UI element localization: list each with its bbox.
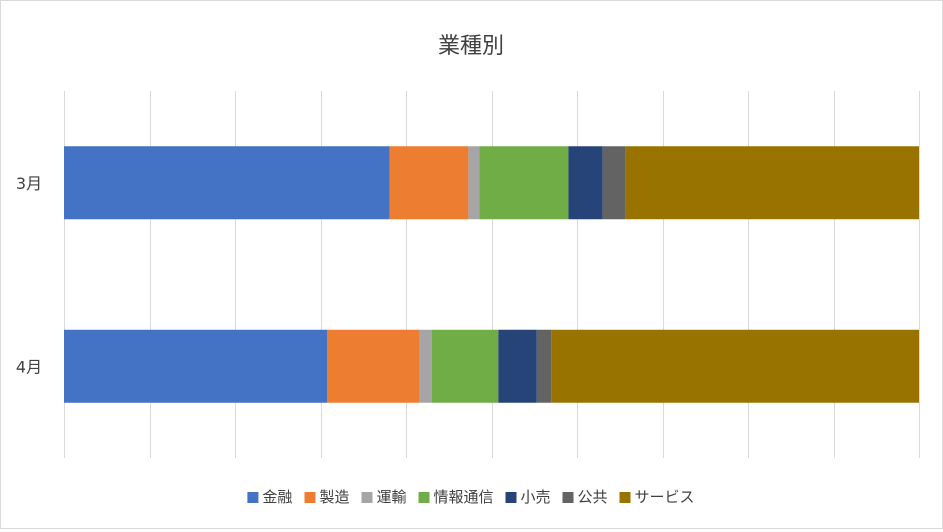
legend-label: サービス bbox=[635, 488, 695, 506]
legend-swatch bbox=[247, 492, 259, 503]
bar-segment bbox=[479, 146, 569, 220]
bar-segment bbox=[551, 329, 919, 403]
bar-segment bbox=[64, 329, 328, 403]
legend-label: 情報通信 bbox=[434, 488, 494, 506]
bar-segment bbox=[327, 329, 420, 403]
bar-segment bbox=[602, 146, 626, 220]
bar-segment bbox=[389, 146, 469, 220]
legend-label: 公共 bbox=[578, 488, 608, 506]
legend-swatch bbox=[418, 492, 430, 503]
legend-item: 情報通信 bbox=[418, 488, 494, 506]
legend-item: 運輸 bbox=[361, 488, 407, 506]
legend-item: サービス bbox=[619, 488, 695, 506]
chart-title: 業種別 bbox=[438, 34, 504, 59]
legend-item: 製造 bbox=[304, 488, 350, 506]
legend-swatch bbox=[361, 492, 373, 503]
bar-segment bbox=[568, 146, 603, 220]
bar-segment bbox=[536, 329, 552, 403]
category-labels: 3月 4月 bbox=[16, 174, 42, 377]
legend-label: 運輸 bbox=[377, 488, 407, 506]
category-label: 4月 bbox=[16, 357, 42, 376]
legend-item: 金融 bbox=[247, 488, 292, 506]
legend-swatch bbox=[304, 492, 316, 503]
legend-item: 公共 bbox=[562, 488, 608, 506]
bar-segment bbox=[498, 329, 537, 403]
legend-label: 金融 bbox=[262, 488, 292, 506]
bar-segment bbox=[419, 329, 432, 403]
legend-label: 小売 bbox=[521, 488, 551, 506]
legend-item: 小売 bbox=[505, 488, 551, 506]
legend-label: 製造 bbox=[320, 488, 350, 506]
legend-swatch bbox=[505, 492, 517, 503]
category-label: 3月 bbox=[16, 174, 42, 193]
bar-segment bbox=[431, 329, 499, 403]
bar-segment bbox=[625, 146, 919, 220]
bar-segment bbox=[64, 146, 390, 220]
legend-swatch bbox=[562, 492, 574, 503]
grid-layer bbox=[64, 91, 920, 458]
legend: 金融 製造 運輸 情報通信 小売 公共 サービス bbox=[247, 488, 695, 506]
legend-swatch bbox=[619, 492, 631, 503]
bar-segment bbox=[468, 146, 480, 220]
bars-layer bbox=[64, 146, 919, 403]
